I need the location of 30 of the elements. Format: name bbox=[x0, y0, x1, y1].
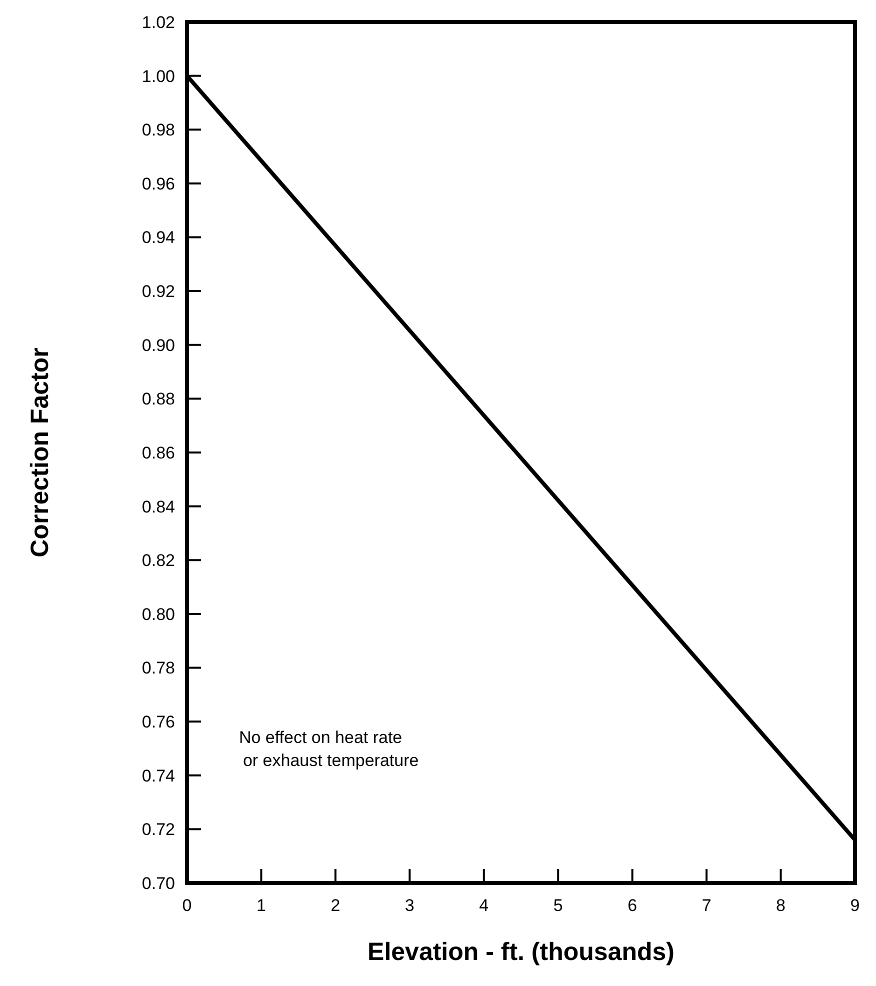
y-tick-label: 0.72 bbox=[142, 820, 175, 840]
x-tick-label: 2 bbox=[330, 896, 340, 915]
annotation: No effect on heat rate or exhaust temperature bbox=[238, 728, 419, 770]
y-tick-label: 0.86 bbox=[142, 443, 175, 462]
y-axis-title: Correction Factor bbox=[26, 347, 54, 558]
y-tick-label: 1.00 bbox=[142, 66, 175, 86]
x-axis-title: Elevation - ft. (thousands) bbox=[368, 938, 674, 966]
x-tick-label: 0 bbox=[182, 896, 192, 915]
y-tick-label: 0.98 bbox=[142, 120, 175, 140]
y-tick-label: 0.84 bbox=[142, 497, 175, 516]
y-tick-label: 0.82 bbox=[142, 551, 175, 570]
x-tick-label: 8 bbox=[776, 896, 786, 915]
x-tick-label: 3 bbox=[404, 896, 414, 915]
y-tick-label: 0.78 bbox=[142, 658, 175, 678]
x-tick-label: 5 bbox=[553, 896, 563, 915]
y-tick-label: 0.90 bbox=[142, 336, 175, 355]
y-tick-label: 0.74 bbox=[142, 766, 175, 786]
x-tick-label: 6 bbox=[628, 896, 638, 915]
y-tick-label: 0.80 bbox=[142, 604, 175, 624]
x-tick-label: 9 bbox=[850, 896, 860, 915]
y-tick-label: 0.96 bbox=[142, 174, 175, 194]
x-tick-label: 7 bbox=[702, 896, 712, 915]
y-tick-label: 0.92 bbox=[142, 282, 175, 302]
y-tick-label: 0.94 bbox=[142, 228, 175, 248]
y-tick-label: 1.02 bbox=[142, 12, 175, 32]
y-tick-label: 0.76 bbox=[142, 712, 175, 732]
y-tick-label: 0.70 bbox=[142, 874, 175, 893]
x-tick-label: 1 bbox=[256, 896, 266, 915]
x-tick-label: 4 bbox=[479, 896, 489, 915]
y-tick-label: 0.88 bbox=[142, 390, 175, 409]
